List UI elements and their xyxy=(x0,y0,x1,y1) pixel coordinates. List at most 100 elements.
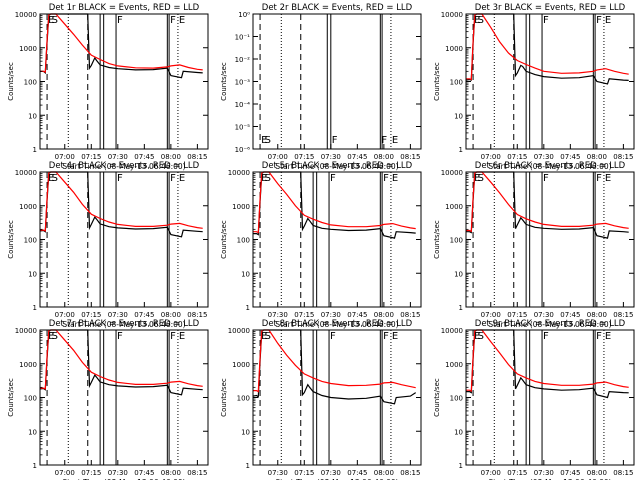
plot-frame xyxy=(252,13,422,150)
x-tick-label: 08:00 xyxy=(587,153,607,161)
x-axis-label: Start Time (08-May-13 06:46:00) xyxy=(275,162,398,171)
event-marker-label: E xyxy=(392,173,398,184)
x-tick-label: 07:15 xyxy=(294,469,314,477)
x-tick-label: 07:30 xyxy=(321,469,341,477)
y-axis-label: Counts/sec xyxy=(7,220,15,259)
lld-series-line xyxy=(40,171,203,232)
y-tick-label: 10⁻⁵ xyxy=(235,124,251,132)
x-tick-label: 07:15 xyxy=(507,469,527,477)
x-tick-label: 07:15 xyxy=(81,153,101,161)
chart-title: Det 8r BLACK = Events, RED = LLD xyxy=(262,319,413,329)
event-marker-label: E xyxy=(48,173,54,184)
y-tick-label: 10 xyxy=(241,270,250,278)
x-axis-label: Start Time (08-May-13 06:46:00) xyxy=(488,162,611,171)
event-marker-label: E xyxy=(179,15,185,26)
event-marker-label: E xyxy=(48,15,54,26)
event-marker-label: E xyxy=(179,331,185,342)
x-tick-label: 08:00 xyxy=(374,153,394,161)
chart-title: Det 2r BLACK = Events, RED = LLD xyxy=(262,3,413,13)
x-tick-label: 07:15 xyxy=(507,153,527,161)
event-marker-label: F xyxy=(117,15,123,26)
y-axis-label: Counts/sec xyxy=(220,62,228,101)
y-tick-label: 100 xyxy=(450,237,463,245)
x-tick-label: 07:45 xyxy=(134,153,154,161)
y-tick-label: 1 xyxy=(246,462,250,470)
event-marker-label: F xyxy=(543,331,549,342)
y-tick-label: 10⁻⁴ xyxy=(235,101,251,109)
y-axis-label: Counts/sec xyxy=(220,378,228,417)
x-tick-label: 07:00 xyxy=(481,469,501,477)
x-tick-label: 08:00 xyxy=(374,469,394,477)
lld-series-line xyxy=(253,171,416,234)
event-marker-label: F xyxy=(381,135,387,146)
x-tick-label: 07:45 xyxy=(347,153,367,161)
x-tick-label: 07:30 xyxy=(534,153,554,161)
lld-series-line xyxy=(466,171,629,233)
y-tick-label: 10⁻¹ xyxy=(235,34,251,42)
x-tick-label: 08:15 xyxy=(400,469,420,477)
y-tick-label: 1 xyxy=(459,462,463,470)
x-tick-label: 08:00 xyxy=(161,153,181,161)
event-marker-label: S xyxy=(52,15,58,26)
event-marker-label: F xyxy=(330,173,336,184)
x-tick-label: 07:45 xyxy=(560,311,580,319)
x-tick-label: 08:15 xyxy=(613,469,633,477)
event-marker-label: E xyxy=(48,331,54,342)
event-marker-label: F xyxy=(596,173,602,184)
x-tick-label: 07:45 xyxy=(134,469,154,477)
y-axis-label: Counts/sec xyxy=(433,378,441,417)
event-marker-label: S xyxy=(265,173,271,184)
y-tick-label: 10 xyxy=(241,428,250,436)
event-marker-label: S xyxy=(478,173,484,184)
y-tick-label: 10 xyxy=(454,112,463,120)
event-marker-label: E xyxy=(474,331,480,342)
event-marker-label: E xyxy=(261,331,267,342)
x-tick-label: 07:30 xyxy=(108,469,128,477)
y-axis-label: Counts/sec xyxy=(7,378,15,417)
x-tick-label: 07:00 xyxy=(55,469,75,477)
event-marker-label: F xyxy=(332,135,338,146)
x-tick-label: 07:30 xyxy=(268,469,288,477)
y-tick-label: 10000 xyxy=(228,327,250,335)
event-marker-label: F xyxy=(117,331,123,342)
event-marker-label: F xyxy=(383,173,389,184)
x-tick-label: 08:00 xyxy=(161,469,181,477)
y-tick-label: 10000 xyxy=(15,11,37,19)
y-tick-label: 100 xyxy=(24,237,37,245)
y-tick-label: 1 xyxy=(459,146,463,154)
x-tick-label: 08:15 xyxy=(613,311,633,319)
plot-frame xyxy=(39,171,209,308)
event-marker-label: F xyxy=(117,173,123,184)
x-tick-label: 07:45 xyxy=(560,153,580,161)
y-tick-label: 1 xyxy=(33,462,37,470)
event-marker-label: F xyxy=(170,173,176,184)
x-tick-label: 07:30 xyxy=(321,311,341,319)
event-marker-label: E xyxy=(392,331,398,342)
y-tick-label: 10 xyxy=(454,428,463,436)
y-axis-label: Counts/sec xyxy=(433,220,441,259)
x-tick-label: 07:00 xyxy=(268,153,288,161)
y-tick-label: 10 xyxy=(28,270,37,278)
x-tick-label: 07:00 xyxy=(55,311,75,319)
x-tick-label: 07:30 xyxy=(321,153,341,161)
y-tick-label: 100 xyxy=(24,79,37,87)
x-tick-label: 08:15 xyxy=(187,469,207,477)
lld-series-line xyxy=(466,13,629,81)
x-tick-label: 08:00 xyxy=(374,311,394,319)
event-marker-label: E xyxy=(474,173,480,184)
x-tick-label: 07:15 xyxy=(81,469,101,477)
y-tick-label: 1 xyxy=(459,304,463,312)
x-axis-label: Start Time (08-May-13 06:46:00) xyxy=(62,162,185,171)
event-marker-label: S xyxy=(478,331,484,342)
event-marker-label: E xyxy=(179,173,185,184)
event-marker-label: F xyxy=(596,331,602,342)
event-marker-label: S xyxy=(265,135,271,146)
plot-frame xyxy=(252,171,422,308)
y-tick-label: 10000 xyxy=(441,11,463,19)
